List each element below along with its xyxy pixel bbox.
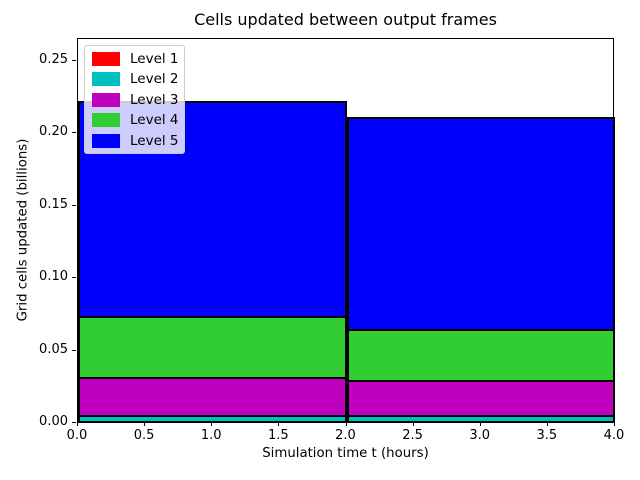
x-axis-label: Simulation time t (hours) — [262, 446, 429, 461]
bar-segment-edge — [346, 329, 615, 332]
bar-segment-level-2 — [346, 415, 615, 422]
y-tick-mark — [72, 422, 76, 423]
y-tick-label: 0.10 — [39, 269, 68, 285]
x-tick-mark — [614, 422, 615, 426]
x-tick-mark — [77, 422, 78, 426]
bar-outline — [78, 101, 347, 423]
y-tick-label: 0.15 — [39, 196, 68, 212]
x-tick-label: 1.0 — [200, 428, 222, 443]
y-tick-mark — [72, 59, 76, 61]
y-tick-mark — [72, 349, 76, 351]
y-tick-label: 0.20 — [39, 124, 68, 140]
x-tick-label: 0.5 — [133, 428, 155, 443]
legend-item-level-5: Level 5 — [85, 131, 184, 151]
y-axis-label: Grid cells updated (billions) — [15, 138, 31, 322]
bar-segment-edge — [78, 414, 347, 417]
x-tick-label: 0.0 — [66, 428, 88, 443]
bar-segment-level-3 — [78, 378, 347, 416]
x-tick-mark — [345, 422, 347, 426]
y-tick-mark — [72, 204, 76, 206]
legend-swatch-icon — [92, 92, 120, 107]
legend-item-level-1: Level 1 — [85, 49, 184, 69]
plot-area: Level 1 Level 2 Level 3 Level 4 Level 5 — [77, 38, 615, 423]
bar-segment-level-2 — [78, 415, 347, 422]
bar-segment-edge — [78, 377, 347, 380]
bar-segment-edge — [346, 414, 615, 417]
legend-item-level-2: Level 2 — [85, 69, 184, 89]
legend-swatch-icon — [92, 133, 120, 148]
chart-title: Cells updated between output frames — [194, 10, 497, 29]
x-tick-label: 2.5 — [402, 428, 423, 443]
legend-swatch-icon — [92, 51, 120, 66]
legend-item-label: Level 1 — [130, 50, 179, 67]
legend: Level 1 Level 2 Level 3 Level 4 Level 5 — [84, 45, 185, 154]
bar-segment-level-3 — [346, 380, 615, 416]
legend-item-label: Level 5 — [130, 132, 179, 149]
x-tick-mark — [278, 422, 280, 426]
x-tick-mark — [211, 422, 213, 426]
legend-item-label: Level 3 — [130, 91, 179, 108]
legend-swatch-icon — [92, 72, 120, 86]
x-tick-label: 1.5 — [268, 428, 289, 443]
legend-item-label: Level 4 — [130, 112, 179, 128]
y-tick-mark — [72, 277, 76, 279]
y-tick-label: 0.25 — [39, 51, 68, 67]
x-tick-mark — [144, 422, 146, 426]
x-tick-mark — [546, 422, 548, 426]
x-tick-label: 4.0 — [603, 428, 625, 443]
bar-segment-level-4 — [78, 317, 347, 379]
y-tick-label: 0.00 — [39, 414, 68, 429]
bar-segment-level-5 — [346, 117, 615, 331]
legend-item-level-4: Level 4 — [85, 110, 184, 130]
x-tick-label: 3.5 — [536, 428, 558, 443]
x-tick-mark — [479, 422, 481, 426]
x-tick-label: 2.0 — [335, 428, 356, 443]
bar-outline — [346, 117, 615, 423]
y-tick-mark — [72, 132, 76, 134]
y-tick-label: 0.05 — [39, 341, 68, 357]
bar-segment-edge — [78, 316, 347, 319]
legend-swatch-icon — [92, 113, 120, 127]
bar-segment-level-4 — [346, 330, 615, 381]
legend-item-label: Level 2 — [130, 71, 179, 87]
bar-segment-edge — [346, 379, 615, 382]
legend-item-level-3: Level 3 — [85, 90, 184, 110]
x-tick-mark — [412, 422, 414, 426]
x-tick-label: 3.0 — [469, 428, 491, 443]
